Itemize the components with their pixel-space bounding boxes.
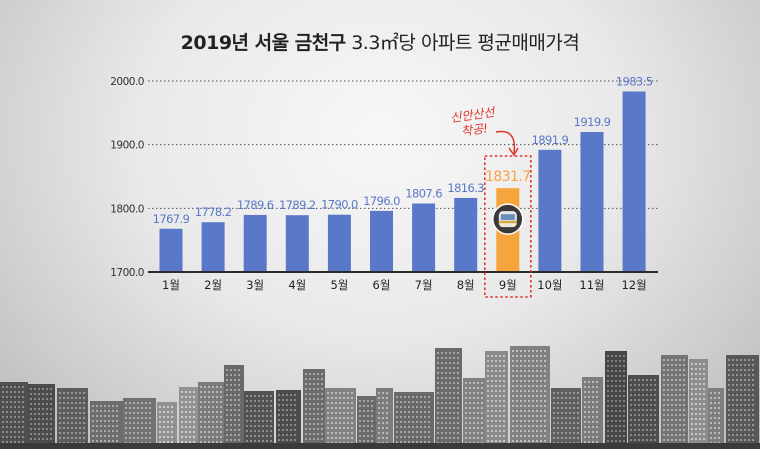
bar [622, 91, 646, 272]
data-label: 1778.2 [195, 205, 232, 219]
building [90, 401, 123, 449]
chart-title-bold: 2019년 서울 금천구 [180, 32, 347, 54]
bar [159, 228, 183, 272]
building [224, 365, 244, 449]
x-tick-label: 11월 [579, 278, 604, 292]
data-label: 1796.0 [363, 194, 400, 208]
building [157, 402, 177, 449]
building [28, 384, 55, 449]
building [276, 390, 301, 449]
data-label: 1767.9 [153, 212, 190, 226]
x-tick-label: 3월 [246, 278, 264, 292]
bar [243, 214, 267, 272]
ground [0, 443, 760, 449]
building [689, 359, 708, 449]
building [303, 369, 325, 449]
y-tick-label: 2000.0 [110, 76, 144, 88]
annotation-text: 신안산선착공! [450, 105, 500, 140]
bars [159, 91, 646, 272]
bar [327, 214, 351, 272]
chart-title: 2019년 서울 금천구 3.3㎡당 아파트 평균매매가격 [0, 28, 760, 55]
bar [370, 210, 393, 272]
axes: 1700.0 1800.0 1900.0 2000.0 1월 2월 3월 4월 5월 6월 7월 8월… [110, 76, 658, 292]
building [485, 351, 508, 449]
city-skyline-illustration [0, 346, 760, 449]
building [661, 355, 688, 449]
data-labels: 1767.9 1778.2 1789.6 1789.2 1790.0 1796.0 1807… [153, 75, 654, 226]
y-tick-label: 1800.0 [110, 203, 144, 215]
building [435, 348, 462, 449]
building [394, 392, 434, 449]
data-label: 1790.0 [321, 198, 358, 212]
y-tick-label: 1700.0 [110, 267, 144, 279]
data-label: 1891.9 [532, 133, 569, 147]
bar [285, 215, 309, 272]
x-tick-label: 5월 [330, 278, 348, 292]
building [510, 346, 550, 449]
building [605, 351, 627, 449]
building [244, 391, 274, 449]
bar [580, 131, 604, 272]
building [357, 396, 376, 449]
subway-train-icon [492, 203, 524, 235]
annotation-arrow [495, 130, 516, 154]
data-label: 1816.3 [447, 181, 484, 195]
x-tick-label: 4월 [288, 278, 306, 292]
chart-title-rest: 3.3㎡당 아파트 평균매매가격 [351, 32, 580, 54]
building [582, 377, 603, 449]
data-label: 1807.6 [405, 186, 442, 200]
x-tick-label: 12월 [621, 278, 646, 292]
x-tick-label: 8월 [457, 278, 475, 292]
bar [201, 222, 225, 272]
x-tick-label: 2월 [204, 278, 222, 292]
data-label: 1789.6 [237, 198, 274, 212]
building [726, 355, 759, 449]
data-label: 1831.7 [485, 169, 530, 185]
annotation-arrowhead [508, 147, 519, 157]
data-label: 1983.5 [616, 75, 653, 89]
data-label: 1919.9 [574, 115, 611, 129]
building [551, 388, 581, 449]
building [325, 388, 356, 449]
gridlines [148, 80, 658, 209]
annotation: 신안산선착공! [450, 105, 532, 298]
building [376, 388, 393, 449]
bar [538, 149, 562, 272]
x-tick-label: 1월 [162, 278, 180, 292]
building [0, 382, 28, 449]
building [57, 388, 88, 449]
building [179, 387, 198, 449]
bar [412, 203, 436, 272]
building [463, 378, 485, 449]
x-tick-label: 6월 [373, 278, 391, 292]
building [198, 382, 224, 449]
x-tick-label: 7월 [415, 278, 433, 292]
bar [454, 197, 478, 272]
highlight-box [483, 155, 532, 298]
x-tick-label: 10월 [537, 278, 562, 292]
y-tick-label: 1900.0 [110, 140, 144, 152]
x-tick-label: 9월 [499, 278, 517, 292]
data-label: 1789.2 [279, 198, 316, 212]
